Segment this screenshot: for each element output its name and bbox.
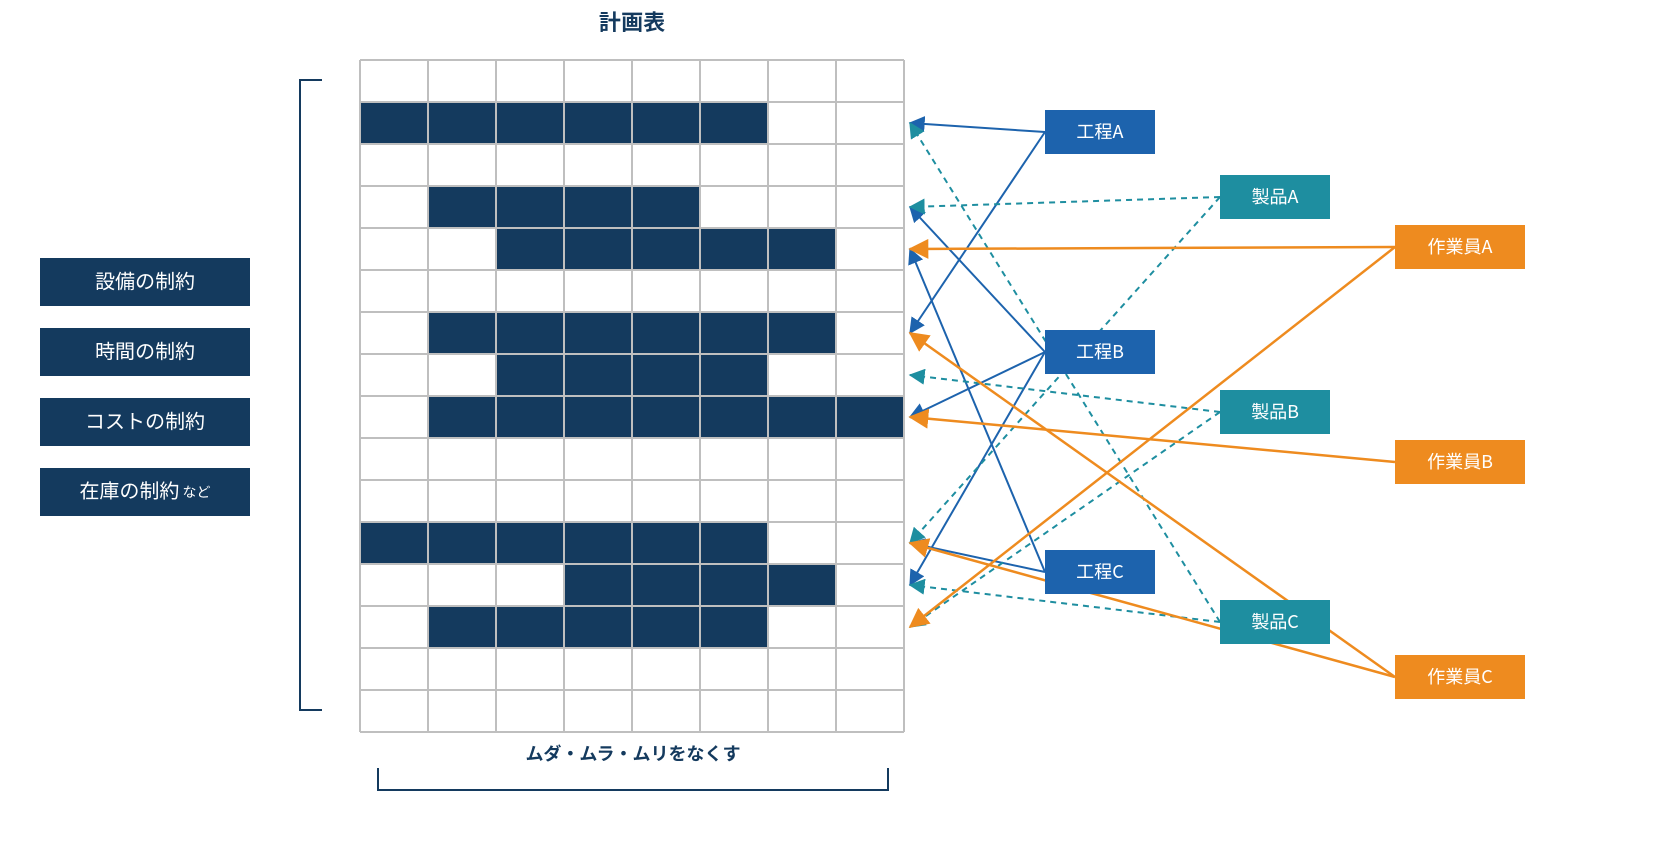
constraint-label: コストの制約 <box>85 405 205 434</box>
arrow <box>910 123 1045 132</box>
product-label: 製品A <box>1252 183 1299 209</box>
worker-label: 作業員A <box>1428 233 1493 259</box>
worker-label: 作業員C <box>1427 663 1492 689</box>
arrow <box>910 375 1220 412</box>
bottom-caption: ムダ・ムラ・ムリをなくす <box>525 740 740 766</box>
process-label: 工程B <box>1076 338 1124 364</box>
process-label: 工程C <box>1076 558 1123 584</box>
process-label: 工程A <box>1077 118 1124 144</box>
constraint-label: 時間の制約 <box>95 335 195 364</box>
bottom-bracket <box>378 768 888 790</box>
gantt-bar <box>428 396 904 438</box>
gantt-bar <box>496 228 836 270</box>
arrow <box>910 207 1045 352</box>
worker-label: 作業員B <box>1427 448 1493 474</box>
arrow <box>910 249 1045 572</box>
arrow <box>910 247 1395 249</box>
gantt-bar <box>428 606 768 648</box>
arrow <box>910 352 1045 417</box>
product-label: 製品C <box>1251 608 1298 634</box>
chart-title: 計画表 <box>599 5 665 37</box>
product-label: 製品B <box>1251 398 1299 424</box>
diagram-canvas: 計画表ムダ・ムラ・ムリをなくす設備の制約時間の制約コストの制約在庫の制約 など工… <box>0 0 1656 867</box>
left-bracket <box>300 80 322 710</box>
arrow <box>910 132 1045 333</box>
constraint-label: 設備の制約 <box>95 265 195 294</box>
